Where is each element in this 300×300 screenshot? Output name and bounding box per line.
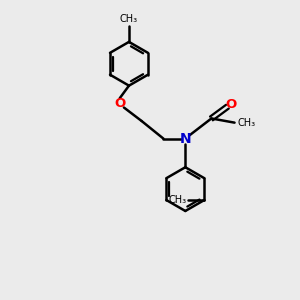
Text: CH₃: CH₃: [120, 14, 138, 24]
Text: CH₃: CH₃: [169, 195, 187, 205]
Text: O: O: [225, 98, 236, 111]
Text: N: N: [179, 132, 191, 145]
Text: O: O: [114, 97, 125, 110]
Text: CH₃: CH₃: [237, 118, 255, 128]
